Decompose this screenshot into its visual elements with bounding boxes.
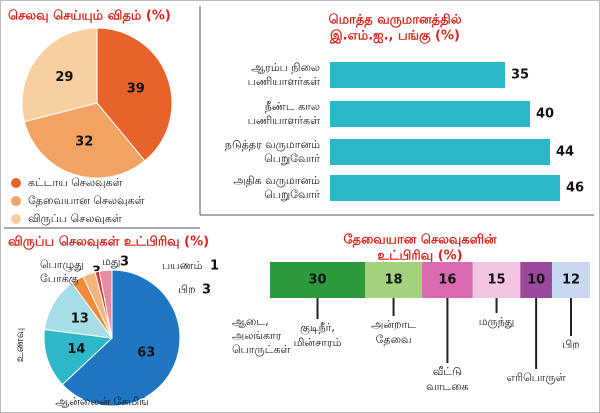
chart-title: விருப்ப செலவுகள் உட்பிரிவு (%) (8, 235, 209, 250)
category-label: பிற (562, 338, 580, 351)
bar-segment (520, 262, 552, 298)
legend-label: விருப்ப செலவுகள் (28, 212, 122, 225)
category-label: அலங்கார (232, 329, 282, 342)
pie-slice (43, 328, 114, 386)
category-label: பணியாளர்கள் (248, 114, 320, 127)
value-label: 40 (536, 107, 554, 122)
value-label: 3 (202, 283, 211, 298)
category-label: மின்சாரம் (294, 336, 342, 349)
bar-segment (365, 262, 423, 298)
value-label: 13 (71, 311, 89, 326)
category-label: பணியாளர்கள் (248, 75, 320, 88)
chart-title: தேவையான செலவுகளின் (343, 233, 497, 248)
value-label: 18 (385, 273, 403, 288)
value-label: 44 (556, 145, 574, 160)
value-label: 12 (562, 273, 580, 288)
legend-marker (11, 178, 21, 188)
category-label: பொழுது (40, 258, 84, 272)
category-label: அதிக வருமானம் (233, 174, 320, 187)
pie-slice (23, 102, 146, 179)
legend-marker (11, 196, 21, 206)
category-label: ஆரம்ப நிலை (251, 61, 320, 74)
bar (330, 101, 530, 127)
pie-slice (61, 269, 181, 407)
category-label: பொருட்கள் (232, 343, 290, 356)
category-label: மருந்து (479, 315, 515, 328)
legend-marker (11, 214, 21, 224)
category-label: வீட்டு (433, 365, 462, 378)
category-label: பெறுவோர் (264, 152, 320, 165)
value-label: 29 (55, 70, 73, 85)
chart-title: மொத்த வருமானத்தில் (328, 13, 461, 28)
category-label: தேவை (376, 333, 412, 346)
legend-label: கட்டாய செலவுகள் (28, 176, 123, 189)
value-label: 10 (527, 273, 545, 288)
legend-label: தேவையான செலவுகள் (28, 194, 145, 207)
category-label: ஆடை, (232, 315, 269, 328)
category-label: பயணம் (162, 259, 203, 272)
category-label: மது (102, 255, 120, 268)
chart-title: இ.எம்.ஐ., பங்கு (%) (329, 29, 460, 44)
bar (330, 139, 550, 165)
bar (330, 175, 560, 201)
pie-slice (43, 282, 114, 339)
value-label: 46 (566, 181, 584, 196)
category-label: போக்கு (40, 272, 79, 287)
category-label: அன்றாட (371, 318, 416, 331)
pie-slice (96, 27, 173, 162)
pie-slice (98, 269, 113, 339)
value-label: 14 (67, 342, 85, 357)
value-label: 63 (137, 345, 155, 360)
value-label: 15 (487, 273, 505, 288)
category-label: குடிநீர், (300, 321, 335, 336)
category-label: எரிபொருள் (507, 371, 566, 384)
bar-segment (422, 262, 473, 298)
category-label: பிற (178, 283, 196, 296)
category-label: வாடகை (426, 380, 468, 393)
value-label: 35 (511, 68, 529, 83)
pie-slice (21, 27, 98, 123)
value-label: 32 (75, 135, 93, 150)
category-label: பெறுவோர் (264, 188, 320, 201)
bar-segment (472, 262, 521, 298)
bar (330, 62, 505, 88)
category-label: நீண்ட கால (265, 100, 320, 113)
chart-title: செலவு செய்யும் விதம் (%) (8, 9, 171, 24)
value-label: 3 (120, 255, 129, 270)
category-label: நடுத்தர வருமானம் (225, 138, 320, 151)
category-label: உணவு (13, 328, 26, 363)
value-label: 39 (127, 82, 145, 97)
value-label: 30 (308, 273, 326, 288)
category-label: ஆன்லைன் கேமிங் (55, 395, 149, 408)
value-label: 1 (210, 259, 219, 274)
value-label: 16 (438, 273, 456, 288)
bar-segment (551, 262, 590, 298)
chart-title: உட்பிரிவு (%) (377, 249, 462, 264)
bar-segment (270, 262, 366, 298)
